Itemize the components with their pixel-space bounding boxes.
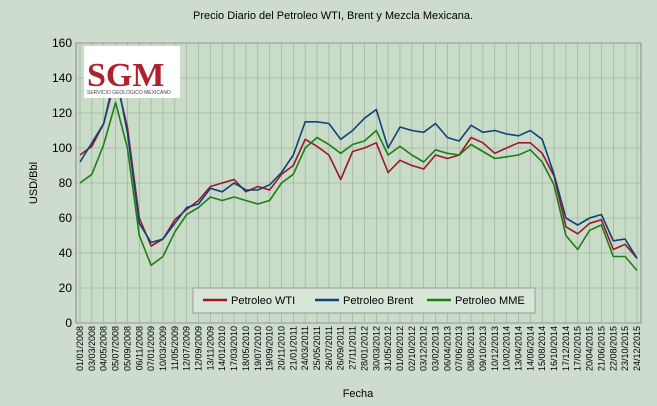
x-tick-label: 10/02/2014 <box>502 326 512 371</box>
y-tick-label: 40 <box>59 246 73 260</box>
x-tick-label: 19/09/2010 <box>265 326 275 371</box>
y-axis-label: USD/Bbl <box>28 162 40 204</box>
x-tick-label: 27/11/2011 <box>348 326 358 370</box>
y-axis-ticks: 0 20 40 60 80 100 120 140 160 <box>52 36 72 330</box>
x-tick-label: 26/07/2011 <box>324 326 334 370</box>
y-tick-label: 100 <box>52 141 72 155</box>
x-tick-label: 03/12/2012 <box>419 326 429 371</box>
x-tick-label: 03/03/2008 <box>87 326 97 371</box>
x-tick-label: 13/11/2009 <box>205 326 215 370</box>
x-tick-label: 10/03/2009 <box>158 326 168 371</box>
x-tick-label: 06/11/2008 <box>134 326 144 370</box>
x-tick-label: 01/01/2008 <box>75 326 85 371</box>
x-tick-label: 11/05/2009 <box>170 326 180 370</box>
x-tick-label: 09/10/2013 <box>478 326 488 371</box>
logo: SGM SERVICIO GEOLOGICO MEXICANO <box>84 46 180 98</box>
x-tick-label: 17/02/2015 <box>573 326 583 371</box>
logo-mark: SGM <box>87 57 164 94</box>
x-tick-label: 05/07/2008 <box>111 326 121 371</box>
y-tick-label: 0 <box>65 316 72 330</box>
x-tick-label: 20/04/2015 <box>585 326 595 371</box>
x-tick-label: 24/03/2011 <box>300 326 310 370</box>
legend: Petroleo WTI Petroleo Brent Petroleo MME <box>192 287 536 314</box>
x-tick-label: 03/02/2013 <box>431 326 441 371</box>
x-tick-label: 13/04/2014 <box>513 326 523 371</box>
x-tick-label: 02/10/2012 <box>407 326 417 371</box>
legend-label-3: Petroleo MME <box>455 295 525 307</box>
y-tick-label: 160 <box>52 36 72 50</box>
y-tick-label: 60 <box>59 211 73 225</box>
x-tick-label: 15/08/2014 <box>537 326 547 371</box>
chart-title: Precio Diario del Petroleo WTI, Brent y … <box>193 10 473 22</box>
x-tick-label: 18/05/2010 <box>241 326 251 371</box>
x-tick-label: 16/10/2014 <box>549 326 559 371</box>
y-tick-label: 20 <box>59 281 73 295</box>
series-lines <box>79 72 638 272</box>
x-tick-label: 25/05/2011 <box>312 326 322 370</box>
x-axis-ticks: 01/01/2008 03/03/2008 04/05/2008 05/07/2008… <box>75 326 642 371</box>
x-tick-label: 24/12/2015 <box>632 326 642 371</box>
x-tick-label: 06/04/2013 <box>442 326 452 371</box>
x-tick-label: 12/09/2009 <box>194 326 204 371</box>
x-tick-label: 12/07/2009 <box>182 326 192 371</box>
series-line-3 <box>79 101 638 272</box>
x-axis-label: Fecha <box>343 388 374 400</box>
legend-box <box>192 287 536 314</box>
x-tick-label: 28/01/2012 <box>359 326 369 371</box>
x-tick-label: 31/05/2012 <box>383 326 393 371</box>
x-tick-label: 23/10/2015 <box>620 326 630 371</box>
series-line-2 <box>79 72 638 259</box>
x-tick-label: 19/07/2010 <box>253 326 263 371</box>
x-tick-label: 21/01/2011 <box>288 326 298 370</box>
x-tick-label: 17/12/2014 <box>561 326 571 371</box>
x-tick-label: 30/03/2012 <box>371 326 381 371</box>
x-tick-label: 14/06/2014 <box>525 326 535 371</box>
x-tick-label: 14/01/2010 <box>217 326 227 371</box>
x-tick-label: 26/09/2011 <box>336 326 346 370</box>
x-tick-label: 04/05/2008 <box>99 326 109 371</box>
x-tick-label: 20/11/2010 <box>276 326 286 370</box>
legend-label-2: Petroleo Brent <box>343 295 413 307</box>
x-tick-label: 22/08/2015 <box>608 326 618 371</box>
x-tick-label: 08/08/2013 <box>466 326 476 371</box>
x-tick-label: 05/09/2008 <box>122 326 132 371</box>
x-tick-label: 17/03/2010 <box>229 326 239 371</box>
x-tick-label: 21/06/2015 <box>596 326 606 371</box>
series-line-1 <box>79 77 638 259</box>
x-tick-label: 07/01/2009 <box>146 326 156 371</box>
x-tick-label: 01/08/2012 <box>395 326 405 371</box>
x-tick-label: 07/06/2013 <box>454 326 464 371</box>
x-tick-label: 10/12/2013 <box>490 326 500 371</box>
y-tick-label: 120 <box>52 106 72 120</box>
y-tick-label: 140 <box>52 71 72 85</box>
legend-label-1: Petroleo WTI <box>231 295 295 307</box>
logo-caption: SERVICIO GEOLOGICO MEXICANO <box>87 90 171 96</box>
y-tick-label: 80 <box>59 176 73 190</box>
